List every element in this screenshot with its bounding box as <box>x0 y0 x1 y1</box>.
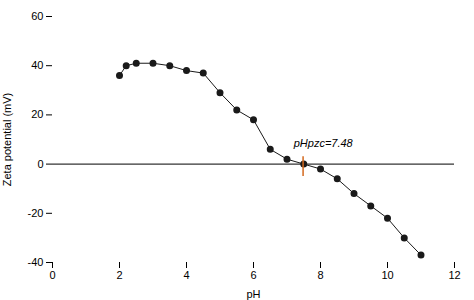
svg-text:2: 2 <box>116 269 122 281</box>
svg-text:-20: -20 <box>28 207 44 219</box>
svg-text:-40: -40 <box>28 256 44 268</box>
svg-text:6: 6 <box>250 269 256 281</box>
svg-text:4: 4 <box>183 269 189 281</box>
svg-text:12: 12 <box>448 269 460 281</box>
svg-text:40: 40 <box>31 59 43 71</box>
svg-text:pHpzc=7.48: pHpzc=7.48 <box>293 137 354 149</box>
svg-text:0: 0 <box>37 158 43 170</box>
svg-text:8: 8 <box>317 269 323 281</box>
svg-text:10: 10 <box>381 269 393 281</box>
svg-text:Zeta potential (mV): Zeta potential (mV) <box>1 93 13 187</box>
svg-text:0: 0 <box>49 269 55 281</box>
svg-text:pH: pH <box>246 288 260 300</box>
svg-text:20: 20 <box>31 108 43 120</box>
svg-text:60: 60 <box>31 10 43 22</box>
